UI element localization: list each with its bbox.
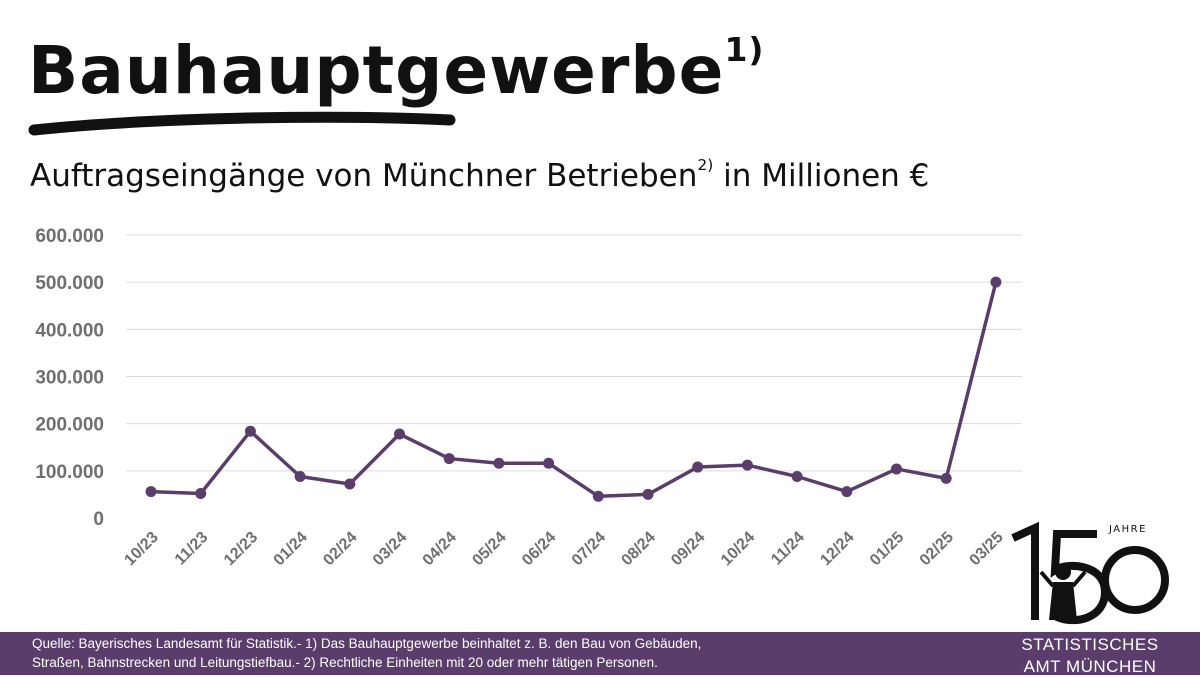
data-point: [493, 457, 505, 469]
data-point: [145, 486, 157, 498]
data-point: [841, 486, 853, 498]
data-point: [344, 478, 356, 490]
footer-line-2: Straßen, Bahnstrecken und Leitungstiefba…: [32, 655, 658, 670]
logo-150-graphic: [1011, 521, 1169, 624]
data-point: [443, 453, 455, 465]
data-point: [294, 470, 306, 482]
y-tick-label: 300.000: [35, 368, 104, 389]
x-tick-label: 10/23: [121, 529, 161, 569]
page-title: Bauhauptgewerbe1): [28, 30, 765, 109]
series-group: [145, 276, 1002, 502]
x-tick-label: 12/24: [817, 529, 857, 569]
x-tick-label: 09/24: [668, 529, 708, 569]
line-chart: 0 100.000 200.000 300.000 400.000 500.000 600.…: [35, 226, 1022, 569]
x-tick-label: 11/23: [172, 529, 212, 569]
x-axis-labels: 10/23 11/23 12/23 01/24 02/24 03/24 04/24 05/24…: [121, 529, 1006, 569]
footer-line-1: Quelle: Bayerisches Landesamt für Statis…: [32, 636, 702, 651]
logo-org-line-1: STATISTISCHES: [1021, 635, 1159, 654]
data-point: [244, 425, 256, 437]
y-axis-labels: 0 100.000 200.000 300.000 400.000 500.000 600.…: [35, 226, 104, 530]
y-tick-label: 200.000: [35, 415, 104, 436]
data-point: [543, 457, 555, 469]
data-point: [692, 461, 704, 473]
data-point: [791, 470, 803, 482]
data-point: [642, 488, 654, 500]
x-tick-label: 11/24: [768, 529, 808, 569]
data-point: [394, 428, 405, 440]
y-tick-label: 500.000: [35, 273, 104, 294]
data-point: [940, 472, 952, 484]
x-tick-label: 10/24: [718, 529, 758, 569]
data-point: [195, 487, 207, 499]
x-tick-label: 12/23: [221, 529, 261, 569]
anniversary-logo: JAHRE STATISTISCHES AMT MÜNCHEN: [1005, 520, 1195, 676]
data-point: [592, 490, 604, 502]
x-tick-label: 01/25: [867, 529, 907, 569]
y-tick-label: 400.000: [35, 320, 104, 341]
chart-subtitle: Auftragseingänge von Münchner Betrieben2…: [30, 156, 930, 194]
x-tick-label: 04/24: [420, 529, 460, 569]
x-tick-label: 07/24: [569, 529, 609, 569]
x-tick-label: 01/24: [271, 529, 311, 569]
data-point: [891, 463, 902, 475]
series-line: [150, 281, 998, 499]
title-footnote-mark: 1): [724, 30, 765, 69]
x-tick-label: 03/25: [966, 529, 1006, 569]
source-footer: Quelle: Bayerisches Landesamt für Statis…: [0, 632, 1200, 675]
subtitle-footnote-mark: 2): [697, 156, 714, 174]
x-tick-label: 05/24: [469, 529, 509, 569]
x-tick-label: 02/25: [917, 529, 957, 569]
x-tick-label: 06/24: [519, 529, 559, 569]
x-tick-label: 02/24: [320, 529, 360, 569]
data-point: [741, 459, 753, 471]
grid-lines: [126, 234, 1022, 472]
x-tick-label: 08/24: [618, 529, 658, 569]
logo-jahre-text: JAHRE: [1109, 524, 1147, 535]
y-tick-label: 0: [93, 509, 104, 530]
data-point: [990, 276, 1002, 288]
logo-org-line-2: AMT MÜNCHEN: [1023, 657, 1157, 676]
x-tick-label: 03/24: [370, 529, 410, 569]
y-tick-label: 100.000: [35, 462, 104, 483]
title-underline: [28, 111, 456, 136]
y-tick-label: 600.000: [35, 226, 104, 247]
